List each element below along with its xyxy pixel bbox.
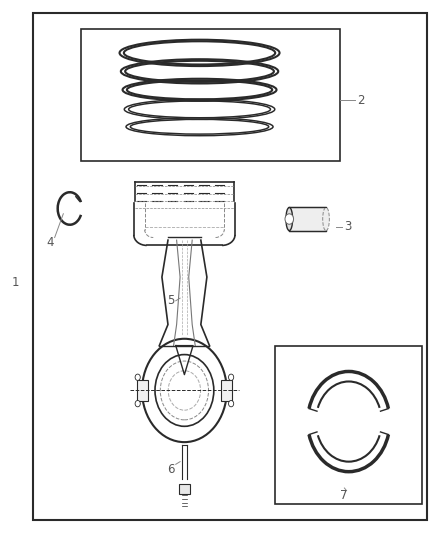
Circle shape (142, 339, 227, 442)
Text: 2: 2 (357, 94, 365, 107)
Text: 1: 1 (11, 276, 19, 289)
Ellipse shape (286, 207, 293, 231)
Text: 5: 5 (167, 294, 174, 308)
Bar (275, 345, 422, 504)
Circle shape (168, 371, 201, 410)
Text: 7: 7 (340, 489, 348, 503)
Circle shape (229, 374, 234, 381)
Bar (221, 380, 232, 401)
Text: 6: 6 (167, 463, 175, 476)
Circle shape (285, 214, 293, 224)
Text: 4: 4 (46, 236, 53, 249)
Circle shape (135, 374, 140, 381)
Bar (289, 207, 326, 231)
Bar (137, 380, 148, 401)
Circle shape (160, 361, 208, 420)
Bar (179, 484, 190, 494)
Circle shape (135, 400, 140, 407)
Text: 3: 3 (344, 221, 352, 233)
Circle shape (229, 400, 234, 407)
Circle shape (155, 354, 214, 426)
Ellipse shape (323, 207, 329, 231)
Bar (81, 29, 340, 161)
